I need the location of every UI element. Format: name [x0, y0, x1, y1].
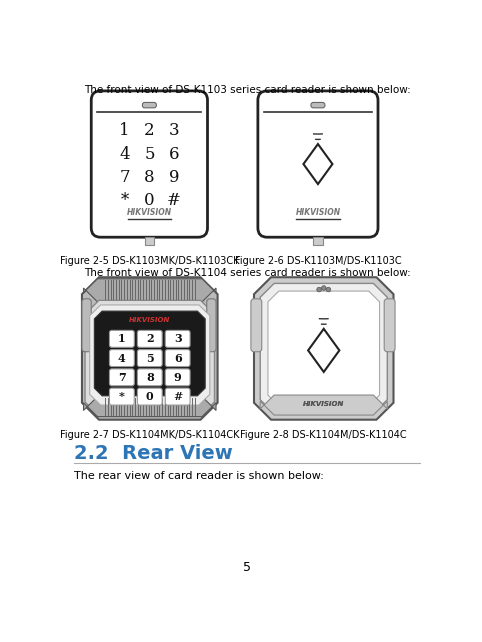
FancyBboxPatch shape [91, 91, 207, 237]
Polygon shape [304, 144, 333, 184]
Bar [145, 237, 154, 245]
FancyBboxPatch shape [165, 331, 190, 347]
Text: 6: 6 [169, 146, 179, 162]
Text: 1: 1 [119, 123, 130, 139]
Circle shape [326, 287, 331, 292]
Text: 2: 2 [144, 123, 155, 139]
Text: The front view of DS-K1104 series card reader is shown below:: The front view of DS-K1104 series card r… [84, 268, 410, 278]
Text: 8: 8 [144, 169, 155, 186]
FancyBboxPatch shape [165, 369, 190, 386]
Text: HIKVISION: HIKVISION [295, 208, 340, 217]
FancyBboxPatch shape [82, 299, 91, 352]
Polygon shape [82, 277, 217, 420]
Circle shape [321, 286, 326, 290]
Text: *: * [120, 192, 129, 209]
Text: *: * [119, 391, 125, 402]
Text: HIKVISION: HIKVISION [129, 317, 171, 324]
FancyBboxPatch shape [311, 103, 325, 108]
Text: 0: 0 [146, 391, 154, 402]
FancyBboxPatch shape [165, 350, 190, 367]
Polygon shape [90, 305, 210, 405]
Text: 6: 6 [174, 352, 182, 363]
FancyBboxPatch shape [165, 388, 190, 405]
FancyBboxPatch shape [142, 103, 156, 108]
Polygon shape [260, 395, 388, 415]
FancyBboxPatch shape [137, 350, 162, 367]
FancyBboxPatch shape [251, 299, 262, 352]
Polygon shape [83, 397, 216, 417]
Text: The front view of DS-K1103 series card reader is shown below:: The front view of DS-K1103 series card r… [84, 85, 410, 95]
FancyBboxPatch shape [207, 299, 216, 352]
Text: The rear view of card reader is shown below:: The rear view of card reader is shown be… [74, 471, 324, 480]
Text: 5: 5 [144, 146, 155, 162]
FancyBboxPatch shape [109, 388, 134, 405]
Polygon shape [94, 311, 205, 396]
Text: 2.2  Rear View: 2.2 Rear View [74, 444, 233, 464]
Text: 3: 3 [174, 333, 182, 344]
Text: Figure 2-7 DS-K1104MK/DS-K1104CK: Figure 2-7 DS-K1104MK/DS-K1104CK [60, 431, 240, 440]
Text: 7: 7 [119, 169, 130, 186]
Text: 0: 0 [144, 192, 155, 209]
FancyBboxPatch shape [109, 369, 134, 386]
Text: 2: 2 [146, 333, 154, 344]
Text: 3: 3 [169, 123, 179, 139]
Text: 1: 1 [118, 333, 126, 344]
Text: Figure 2-8 DS-K1104M/DS-K1104C: Figure 2-8 DS-K1104M/DS-K1104C [241, 431, 407, 440]
FancyBboxPatch shape [137, 369, 162, 386]
Polygon shape [260, 283, 388, 413]
Text: 9: 9 [169, 169, 179, 186]
Circle shape [317, 287, 321, 292]
Polygon shape [85, 300, 214, 416]
FancyBboxPatch shape [137, 331, 162, 347]
Polygon shape [268, 291, 379, 406]
Bar [313, 237, 322, 245]
Text: 4: 4 [119, 146, 130, 162]
FancyBboxPatch shape [109, 331, 134, 347]
Text: Figure 2-6 DS-K1103M/DS-K1103C: Figure 2-6 DS-K1103M/DS-K1103C [235, 256, 401, 266]
Polygon shape [308, 329, 339, 372]
Text: 9: 9 [174, 372, 182, 383]
Text: HIKVISION: HIKVISION [303, 401, 345, 407]
FancyBboxPatch shape [137, 388, 162, 405]
Text: 7: 7 [118, 372, 126, 383]
Text: Figure 2-5 DS-K1103MK/DS-K1103CK: Figure 2-5 DS-K1103MK/DS-K1103CK [60, 256, 239, 266]
FancyBboxPatch shape [258, 91, 378, 237]
Text: 4: 4 [118, 352, 126, 363]
Text: 5: 5 [146, 352, 154, 363]
Text: #: # [173, 391, 182, 402]
Polygon shape [83, 279, 216, 302]
Text: #: # [167, 192, 181, 209]
Text: 8: 8 [146, 372, 154, 383]
Text: 5: 5 [243, 560, 251, 573]
FancyBboxPatch shape [384, 299, 395, 352]
Polygon shape [254, 277, 393, 420]
FancyBboxPatch shape [109, 350, 134, 367]
Text: HIKVISION: HIKVISION [127, 208, 172, 217]
Text: HIKVISION: HIKVISION [303, 401, 345, 407]
